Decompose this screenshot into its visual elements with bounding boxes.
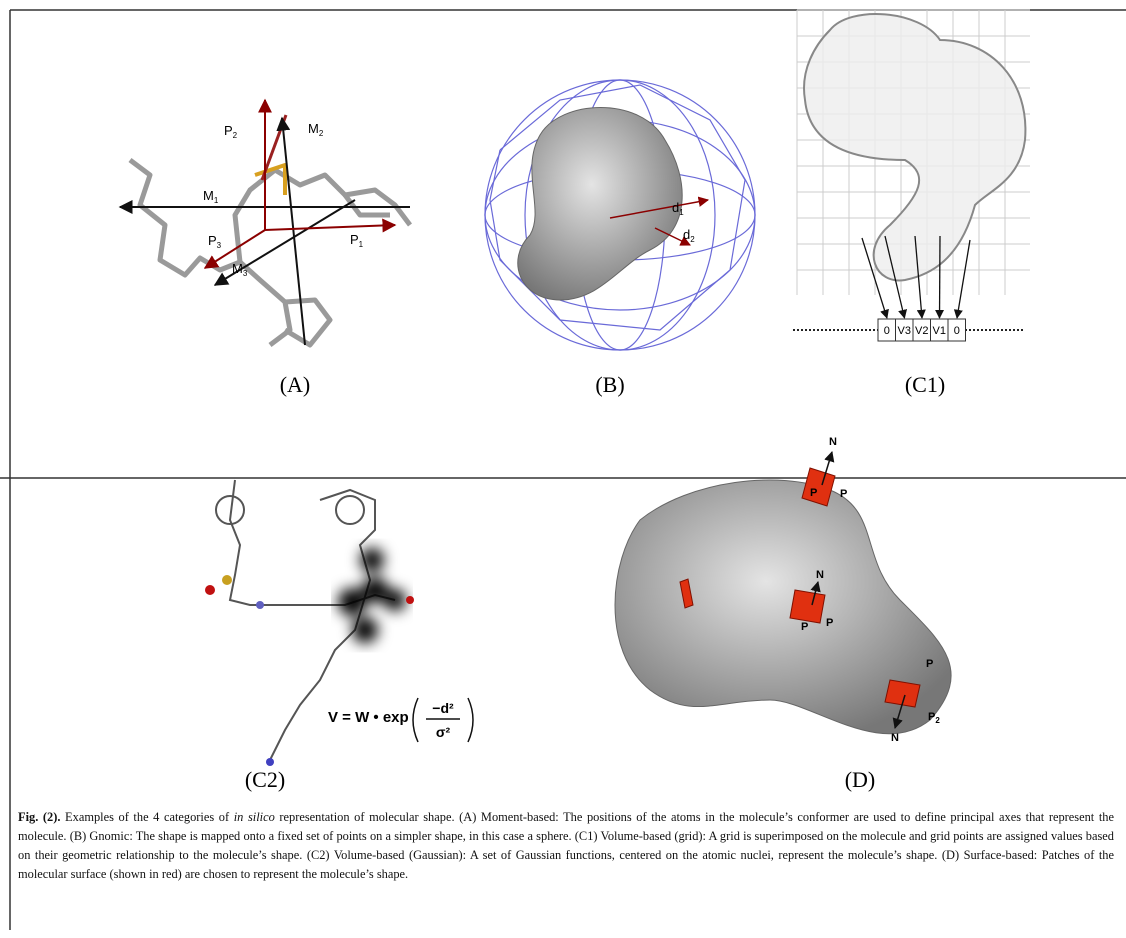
annotation: P2 [224, 123, 238, 140]
annotation-text: P [801, 621, 808, 633]
annotation-text: M [203, 188, 214, 203]
annotation-text: P [350, 232, 359, 247]
annotation-sub: 2 [233, 131, 238, 140]
annotation-text: N [816, 569, 824, 581]
annotation: P [826, 617, 833, 629]
annotation: P [926, 658, 933, 670]
figure: 0 V3 V2 V1 0 V = W • exp −d² σ² (A) (B) (C1) (C2)… [0, 0, 1126, 938]
molecular-surface-c1 [804, 14, 1025, 280]
annotation-text: P [810, 487, 817, 499]
annotation: N [829, 436, 837, 448]
annotation-text: d [683, 227, 690, 242]
annotation: N [816, 569, 824, 581]
value-cells: 0 V3 V2 V1 0 [878, 319, 966, 341]
annotation-text: P [208, 233, 217, 248]
gaussian-blobs [338, 548, 406, 643]
caption: Fig. (2). Examples of the 4 categories o… [18, 808, 1114, 884]
annotation-text: P [928, 711, 935, 723]
panel-label: (B) [595, 372, 624, 397]
cell-text: V1 [933, 325, 946, 337]
annotation-text: N [891, 732, 899, 744]
annotation-sub: 2 [319, 129, 324, 138]
annotation: M3 [232, 261, 248, 278]
cell-text: 0 [954, 325, 960, 337]
annotation-sub: 1 [679, 208, 684, 217]
paren [468, 698, 473, 742]
annotation-text: P [826, 617, 833, 629]
atoms-c2 [205, 575, 414, 766]
molecular-surface-b [518, 108, 682, 301]
panel-label: (A) [280, 372, 311, 397]
annotation: M1 [203, 188, 219, 205]
paren [413, 698, 418, 742]
arrow [957, 240, 970, 318]
formula-numerator: −d² [432, 700, 454, 716]
caption-italic: in silico [234, 810, 275, 824]
caption-text: Examples of the 4 categories of [60, 810, 233, 824]
annotation-text: P [926, 658, 933, 670]
annotation-sub: 1 [359, 240, 364, 249]
annotation-text: N [829, 436, 837, 448]
annotation: M2 [308, 121, 324, 138]
annotation-sub: 2 [935, 716, 940, 725]
page: 0 V3 V2 V1 0 V = W • exp −d² σ² (A) (B) (C1) (C2)… [0, 0, 1126, 938]
formula-denominator: σ² [436, 724, 451, 740]
annotation: d2 [683, 227, 695, 244]
formula-lhs: V = W • exp [328, 709, 409, 726]
cell-text: V3 [898, 325, 911, 337]
panel-label: (C2) [245, 767, 285, 792]
annotation: P3 [208, 233, 222, 250]
annotation: P [810, 487, 817, 499]
annotation: P1 [350, 232, 364, 249]
annotation: d1 [672, 200, 684, 217]
cell-text: V2 [915, 325, 928, 337]
arrow [940, 236, 941, 318]
annotation-text: M [232, 261, 243, 276]
annotation-text: P [840, 488, 847, 500]
annotation-sub: 2 [690, 235, 695, 244]
annotation-sub: 1 [214, 196, 219, 205]
annotation-text: M [308, 121, 319, 136]
annotation: N [891, 732, 899, 744]
formula: V = W • exp −d² σ² [328, 698, 473, 742]
panel-label: (D) [845, 767, 876, 792]
caption-label: Fig. (2). [18, 810, 60, 824]
annotation-text: P [224, 123, 233, 138]
panel-label: (C1) [905, 372, 945, 397]
annotation-sub: 3 [243, 269, 248, 278]
annotation: P [801, 621, 808, 633]
annotation-text: d [672, 200, 679, 215]
cell-text: 0 [884, 325, 890, 337]
annotation-sub: 3 [217, 241, 222, 250]
annotation: P [840, 488, 847, 500]
annotation: P2 [928, 711, 940, 725]
